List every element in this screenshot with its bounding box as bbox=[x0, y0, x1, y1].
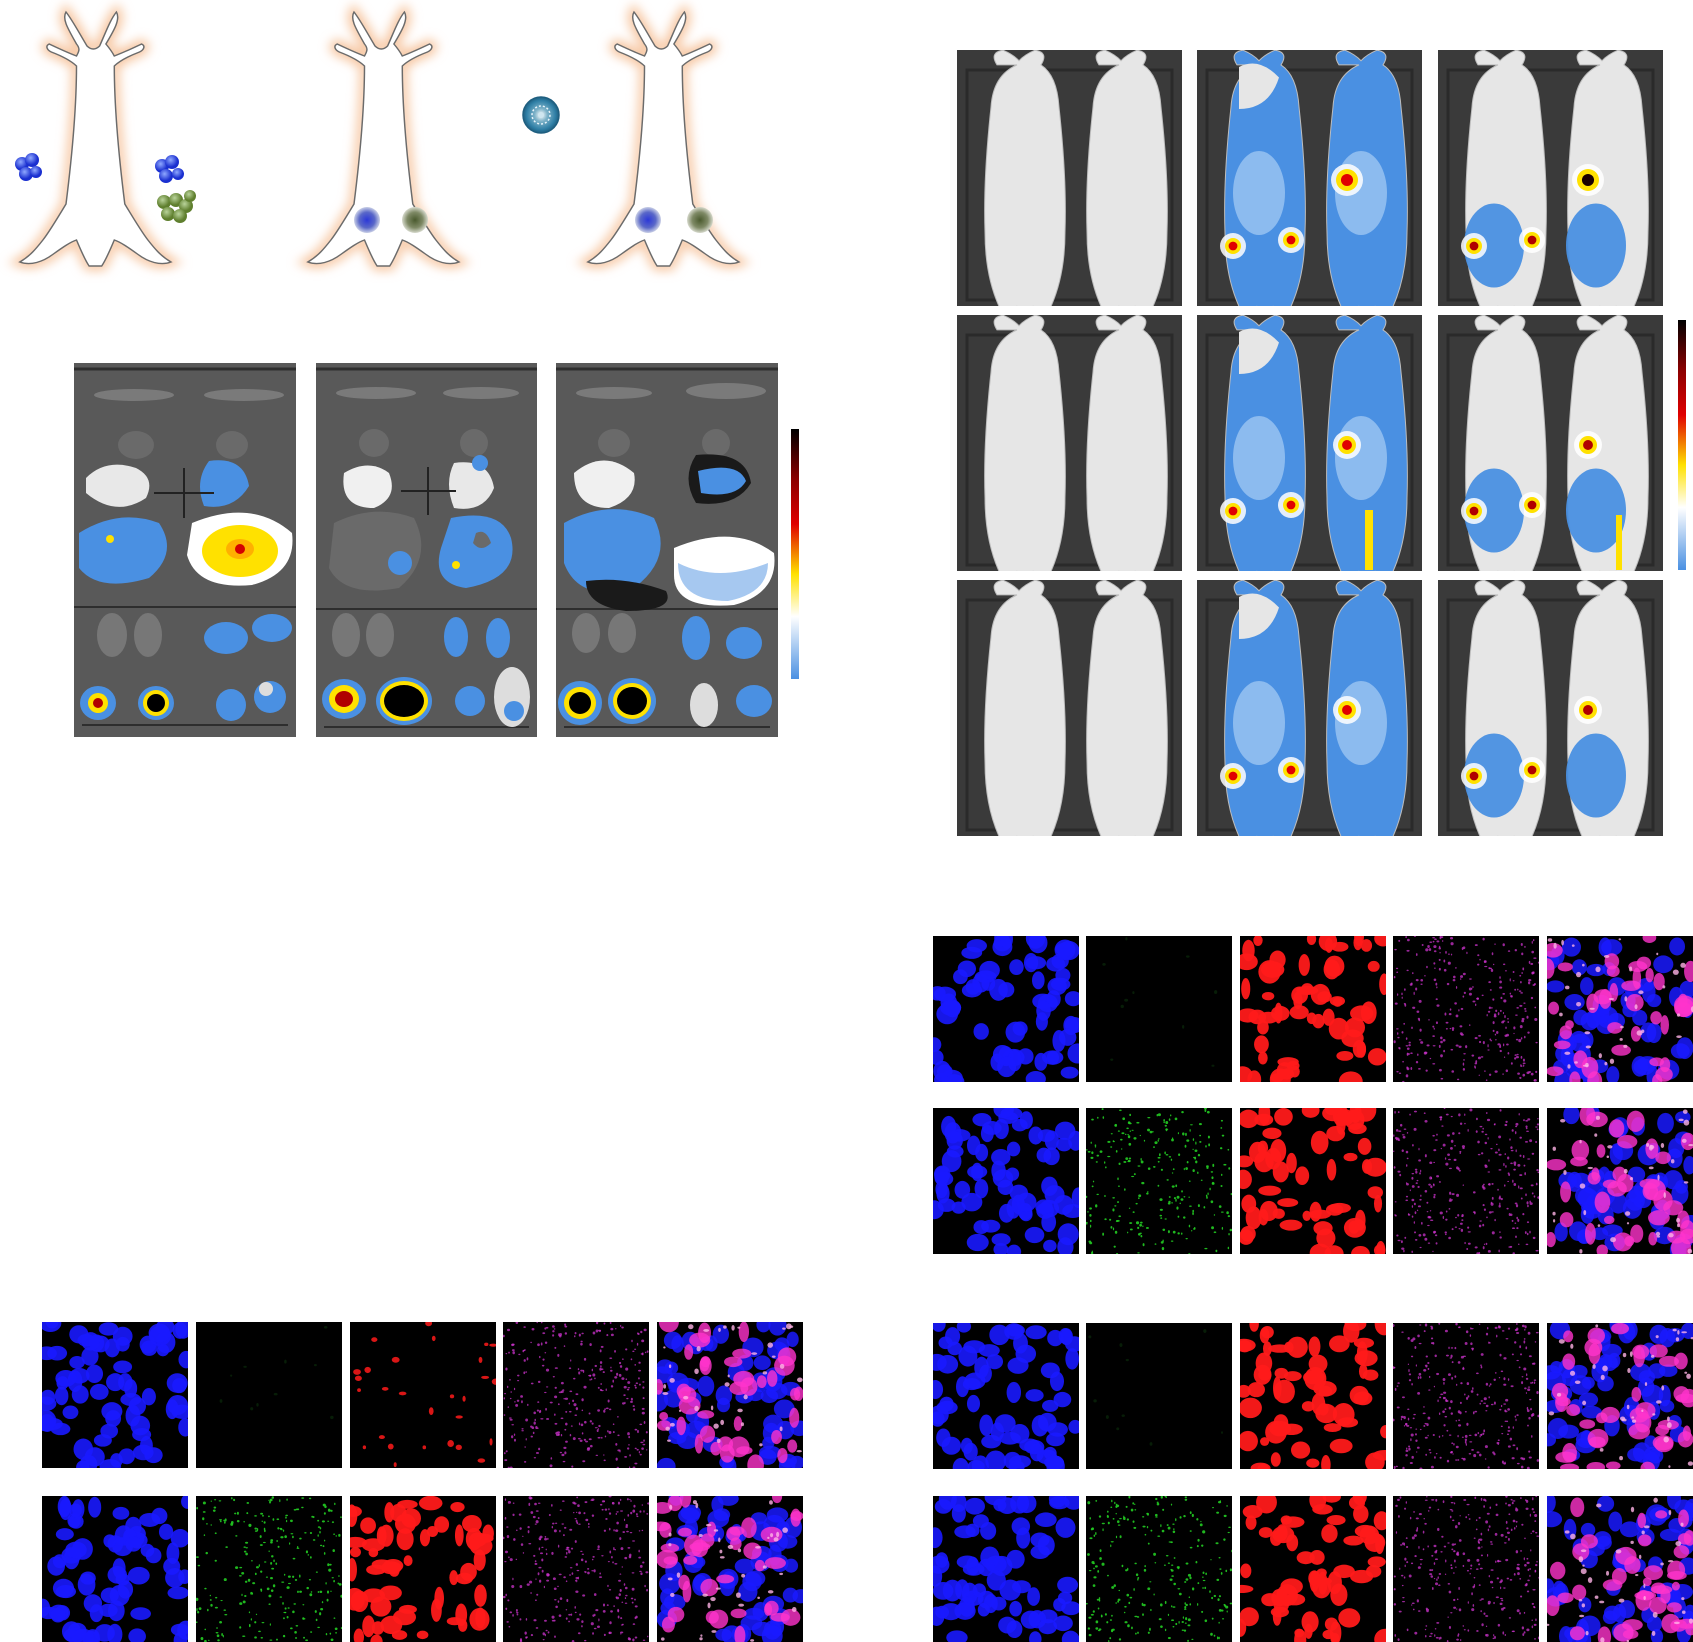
mouse-schematic-2 bbox=[308, 12, 459, 266]
if-tile-magenta bbox=[1393, 1108, 1539, 1254]
if-tile-magenta bbox=[503, 1322, 649, 1468]
mouse-image bbox=[1464, 315, 1547, 571]
if-tile-magenta bbox=[1393, 1323, 1539, 1469]
if-tile-nuclei bbox=[42, 1496, 188, 1642]
if-tile-nuclei bbox=[933, 936, 1079, 1082]
if-tile-red bbox=[1240, 1496, 1386, 1642]
in-vivo-tile bbox=[1197, 315, 1422, 571]
mouse-image bbox=[1464, 50, 1547, 306]
if-tile-red bbox=[350, 1496, 496, 1642]
if-tile-green bbox=[196, 1496, 342, 1642]
blue-cell-cluster-right bbox=[155, 155, 184, 183]
if-tile-magenta bbox=[503, 1496, 649, 1642]
in-vivo-tile bbox=[1438, 50, 1663, 306]
if-tile-red bbox=[1240, 1323, 1386, 1469]
mouse-image bbox=[1566, 580, 1649, 836]
schematics-panel bbox=[0, 0, 800, 300]
tumor-blue-mouse-2 bbox=[354, 207, 380, 233]
mouse-image bbox=[984, 315, 1066, 571]
in-vivo-tile bbox=[957, 315, 1182, 571]
if-tile-merge bbox=[1547, 1496, 1693, 1642]
ex-vivo-colorbar bbox=[791, 429, 799, 679]
green-cell-cluster bbox=[157, 190, 196, 223]
in-vivo-tile bbox=[1197, 580, 1422, 836]
if-tile-green bbox=[1086, 1496, 1232, 1642]
if-tile-merge bbox=[1547, 936, 1693, 1082]
mouse-image bbox=[1224, 315, 1306, 571]
mouse-image bbox=[1464, 580, 1547, 836]
nanoparticle-icon bbox=[522, 96, 560, 134]
mouse-image bbox=[984, 50, 1066, 306]
if-tile-red-sparse bbox=[350, 1322, 496, 1468]
mouse-image bbox=[1086, 50, 1168, 306]
blue-cell-cluster-left bbox=[15, 153, 42, 181]
ex-vivo-tile-3 bbox=[556, 363, 778, 737]
mouse-image bbox=[1224, 50, 1306, 306]
if-tile-nuclei bbox=[933, 1323, 1079, 1469]
mouse-image bbox=[984, 580, 1066, 836]
if-tile-nuclei bbox=[933, 1108, 1079, 1254]
if-tile-merge bbox=[1547, 1108, 1693, 1254]
if-tile-merge bbox=[657, 1496, 803, 1642]
in-vivo-colorbar bbox=[1678, 320, 1686, 570]
in-vivo-tile bbox=[1438, 580, 1663, 836]
in-vivo-tile bbox=[957, 50, 1182, 306]
tumor-green-mouse-3 bbox=[687, 207, 713, 233]
mouse-image bbox=[1086, 580, 1168, 836]
if-tile-magenta bbox=[1393, 1496, 1539, 1642]
ex-vivo-tile-1 bbox=[74, 363, 296, 737]
ex-vivo-tile-2 bbox=[316, 363, 537, 737]
in-vivo-tile bbox=[957, 580, 1182, 836]
if-tile-merge bbox=[657, 1322, 803, 1468]
if-tile-green-dim bbox=[196, 1322, 342, 1468]
in-vivo-tile bbox=[1438, 315, 1663, 571]
if-tile-green-dim bbox=[1086, 936, 1232, 1082]
mouse-image bbox=[1566, 315, 1649, 571]
if-tile-merge bbox=[1547, 1323, 1693, 1469]
if-tile-magenta bbox=[1393, 936, 1539, 1082]
mouse-schematic-3 bbox=[588, 12, 739, 266]
if-tile-red bbox=[1240, 936, 1386, 1082]
if-tile-nuclei bbox=[933, 1496, 1079, 1642]
tumor-blue-mouse-3 bbox=[635, 207, 661, 233]
mouse-image bbox=[1086, 315, 1168, 571]
if-tile-green bbox=[1086, 1108, 1232, 1254]
mouse-schematic-1 bbox=[20, 12, 171, 266]
tumor-green-mouse-2 bbox=[402, 207, 428, 233]
if-tile-red bbox=[1240, 1108, 1386, 1254]
if-tile-nuclei bbox=[42, 1322, 188, 1468]
if-tile-green-dim bbox=[1086, 1323, 1232, 1469]
mouse-image bbox=[1566, 50, 1649, 306]
mouse-image bbox=[1224, 580, 1306, 836]
in-vivo-tile bbox=[1197, 50, 1422, 306]
